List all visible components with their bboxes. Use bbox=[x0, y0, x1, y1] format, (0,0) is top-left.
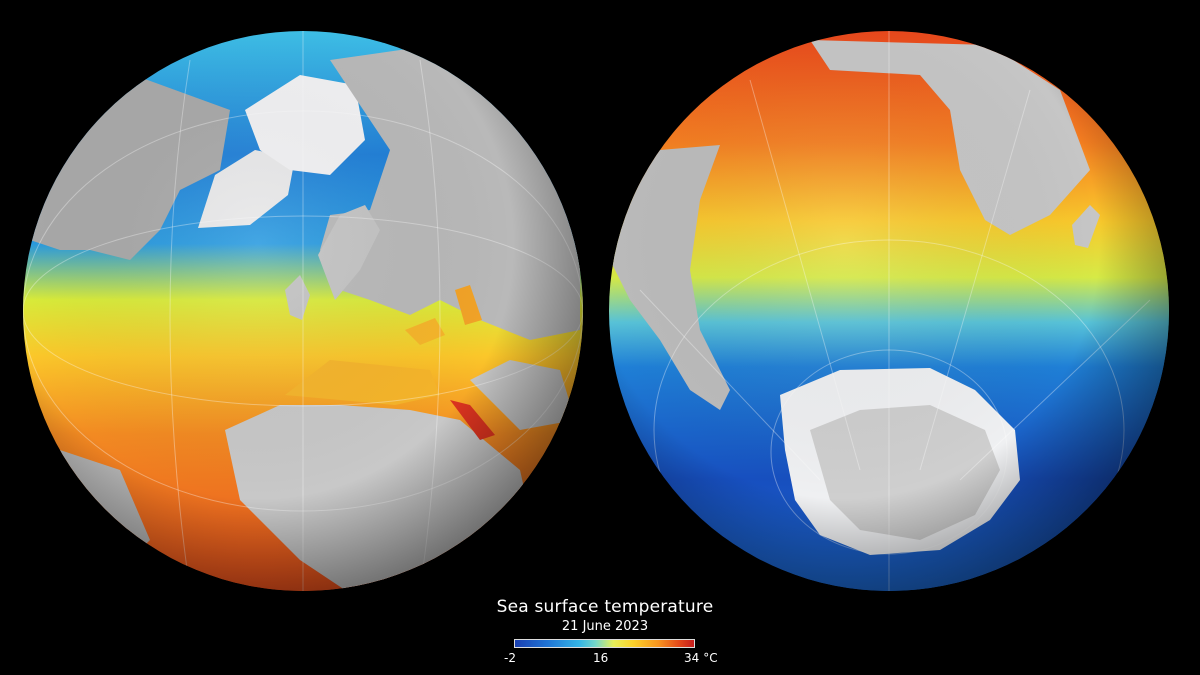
legend-date: 21 June 2023 bbox=[561, 619, 649, 634]
australia-land bbox=[1110, 60, 1169, 160]
legend-title: Sea surface temperature bbox=[496, 597, 714, 617]
tick-mid: 16 bbox=[593, 651, 609, 665]
color-scale-bar bbox=[514, 639, 695, 648]
south-globe bbox=[609, 31, 1169, 591]
north-globe bbox=[23, 31, 583, 591]
tick-min: -2 bbox=[504, 651, 516, 665]
tick-max: 34 °C bbox=[684, 651, 718, 665]
legend: Sea surface temperature 21 June 2023 -2 … bbox=[460, 596, 750, 665]
unit-label: °C bbox=[703, 651, 718, 665]
